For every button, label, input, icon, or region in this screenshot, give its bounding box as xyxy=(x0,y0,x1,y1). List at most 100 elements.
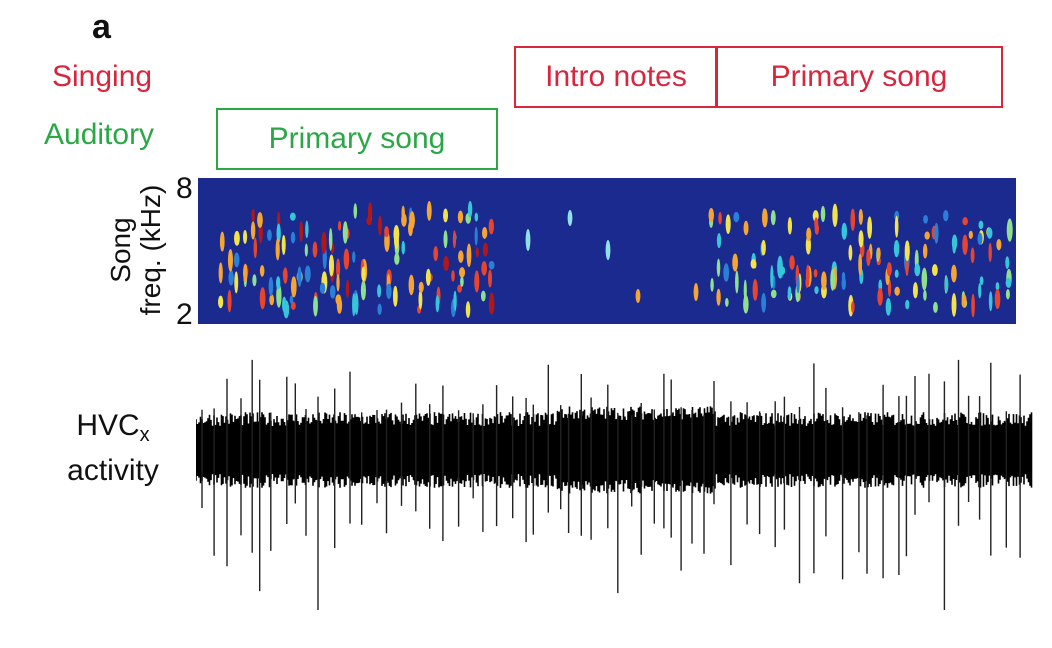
ytick-8: 8 xyxy=(176,172,193,205)
spectrogram-syllable xyxy=(275,238,280,261)
spectrogram-syllable xyxy=(814,286,819,295)
spectrogram-syllable xyxy=(352,251,356,263)
spectrogram-syllable xyxy=(770,210,776,226)
spectrogram-syllable xyxy=(708,207,714,223)
spectrogram-syllable xyxy=(743,294,749,314)
spectrogram-syllable xyxy=(718,211,722,225)
spectrogram-syllable xyxy=(904,240,910,262)
spectrogram-syllable xyxy=(1005,277,1012,288)
spectrogram-syllable xyxy=(787,286,792,300)
spectrogram-syllable xyxy=(457,284,463,293)
spectrogram-syllable xyxy=(227,248,233,272)
spectrogram-syllable xyxy=(474,226,478,246)
spectrogram-syllable xyxy=(951,293,957,317)
spectrogram-syllable xyxy=(780,266,786,275)
spectrogram-syllable xyxy=(337,220,342,231)
spectrogram-syllable xyxy=(482,226,488,239)
spectrogram-syllable xyxy=(894,215,899,238)
spectrogram-syllable xyxy=(228,270,234,286)
spectrogram-syllable xyxy=(425,268,431,286)
spectrogram-syllable xyxy=(885,298,892,316)
activity-label-subscript: x xyxy=(139,424,150,446)
spectrogram-syllable xyxy=(725,214,731,234)
spectrogram-syllable xyxy=(281,234,286,255)
spectrogram-syllable xyxy=(482,242,489,257)
spectrogram-syllable xyxy=(876,247,881,260)
y-axis-label-line1: Song xyxy=(105,217,136,283)
spectrogram-syllable xyxy=(219,231,225,252)
spectrogram-syllable xyxy=(227,289,232,313)
spectrogram-syllable xyxy=(336,274,340,292)
spectrogram-syllable xyxy=(830,268,835,291)
spectrogram-syllable xyxy=(750,259,756,269)
spectrogram-syllable xyxy=(409,211,415,230)
spectrogram-syllable xyxy=(319,282,326,294)
spectrogram-syllable xyxy=(474,212,479,222)
spectrogram-syllable xyxy=(481,261,487,276)
spectrogram-syllable xyxy=(290,276,297,298)
spectrogram-syllable xyxy=(342,221,348,244)
spectrogram-syllable xyxy=(234,230,240,246)
spectrogram-syllable xyxy=(762,208,768,228)
spectrogram-syllable xyxy=(850,208,856,231)
spectrogram-syllable xyxy=(443,230,448,249)
intro-note xyxy=(693,283,699,301)
spectrogram-syllable xyxy=(858,230,864,248)
intro-notes-box: Intro notes xyxy=(514,46,718,108)
spectrogram-syllable xyxy=(304,243,308,257)
spectrogram-syllable xyxy=(986,227,993,239)
panel-letter: a xyxy=(92,8,111,46)
spectrogram-syllable xyxy=(488,218,494,235)
spectrogram-syllable xyxy=(866,249,871,267)
spectrogram-syllable xyxy=(377,303,382,315)
spectrogram-syllable xyxy=(934,222,939,244)
spectrogram-syllable xyxy=(761,239,766,256)
spectrogram-syllable xyxy=(952,239,957,254)
spectrogram-syllable xyxy=(821,271,827,291)
spectrogram-syllable xyxy=(716,258,721,277)
intro-note xyxy=(567,210,573,226)
spectrogram-syllable xyxy=(770,264,774,289)
spectrogram-syllable xyxy=(321,231,327,255)
spectrogram-syllable xyxy=(253,237,258,259)
spectrogram-syllable xyxy=(806,227,812,242)
spectrogram-syllable xyxy=(467,201,473,218)
spectrogram-syllable xyxy=(841,271,846,282)
spectrogram-syllable xyxy=(242,230,248,244)
spectrogram-syllable xyxy=(313,295,318,317)
spectrogram-syllable xyxy=(435,295,440,313)
spectrogram-syllable xyxy=(459,267,466,278)
spectrogram-syllable xyxy=(259,287,266,310)
activity-label-main: HVC xyxy=(76,409,140,442)
ytick-2: 2 xyxy=(176,298,193,331)
spectrogram-syllable xyxy=(401,205,405,222)
activity-spikes xyxy=(201,359,1021,610)
spectrogram-syllable xyxy=(851,301,855,314)
spectrogram-syllable xyxy=(275,276,281,290)
spectrogram-syllable xyxy=(858,208,863,225)
spectrogram-syllable xyxy=(858,253,863,276)
spectrogram-syllable xyxy=(343,248,350,270)
spectrogram-syllable xyxy=(329,285,336,299)
spectrogram-syllable xyxy=(877,287,883,306)
spectrogram-syllable xyxy=(931,264,938,276)
spectrogram-syllable xyxy=(988,242,992,263)
neural-activity-trace xyxy=(196,359,1033,610)
spectrogram-syllable xyxy=(979,276,984,286)
spectrogram-syllable xyxy=(367,202,373,223)
spectrogram-syllable xyxy=(299,221,304,242)
spectrogram-syllable xyxy=(886,262,892,277)
spectrogram-syllable xyxy=(269,294,275,306)
spectrogram-syllable xyxy=(426,201,432,221)
auditory-row-label: Auditory xyxy=(44,118,155,151)
spectrogram-syllable xyxy=(218,262,223,284)
spectrogram-syllable xyxy=(443,255,449,271)
spectrogram-syllable xyxy=(813,268,818,278)
singing-primary-song-box: Primary song xyxy=(715,46,1003,108)
spectrogram-syllable xyxy=(401,240,406,255)
spectrogram-syllable xyxy=(894,269,899,278)
spectrogram-syllable xyxy=(743,220,749,236)
spectrogram-syllable xyxy=(1005,288,1010,300)
spectrogram-syllable xyxy=(336,297,343,314)
spectrogram-syllable xyxy=(1005,256,1010,269)
